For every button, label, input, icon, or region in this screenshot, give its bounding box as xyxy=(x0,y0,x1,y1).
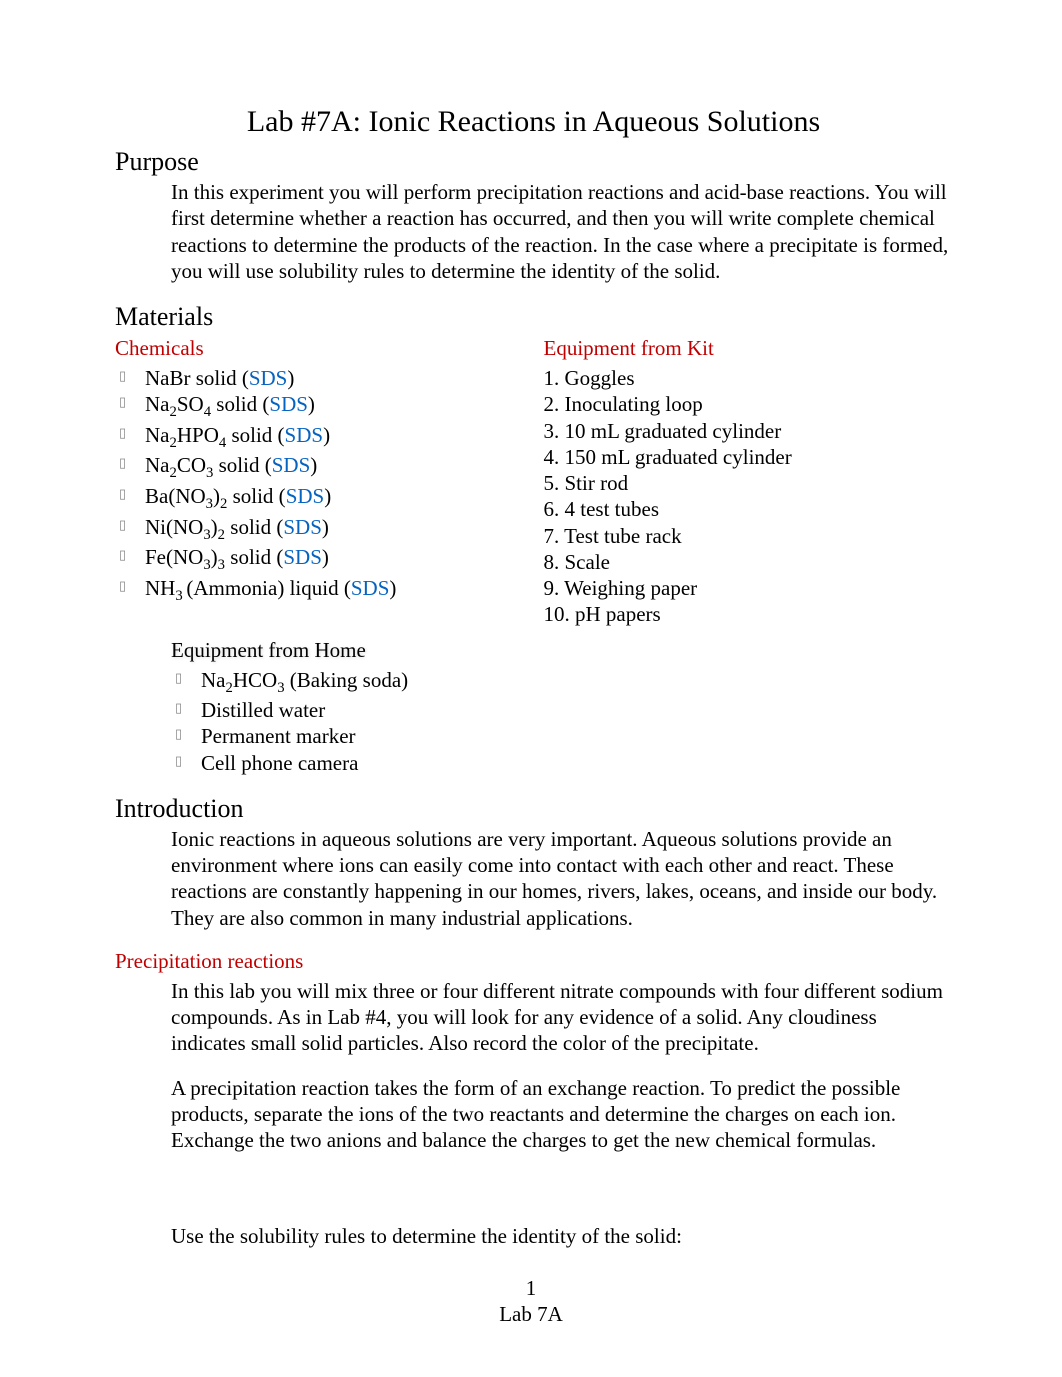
equipment-kit-item: 8. Scale xyxy=(544,549,953,575)
precipitation-heading: Precipitation reactions xyxy=(115,949,952,974)
equipment-home-item: ▯ Cell phone camera xyxy=(171,750,952,776)
materials-left-col: Chemicals ▯NaBr solid (SDS)▯Na2SO4 solid… xyxy=(115,334,524,628)
bullet-icon: ▯ xyxy=(119,486,126,502)
chemical-label: Fe(NO3)3 solid ( xyxy=(145,545,283,569)
document-page: Lab #7A: Ionic Reactions in Aqueous Solu… xyxy=(0,0,1062,1377)
close-paren: ) xyxy=(322,515,329,539)
chemical-label: Na2HPO4 solid ( xyxy=(145,423,285,447)
bullet-icon: ▯ xyxy=(175,670,182,686)
chemical-label: Ni(NO3)2 solid ( xyxy=(145,515,283,539)
bullet-icon: ▯ xyxy=(119,394,126,410)
chemical-item: ▯ Na2HPO4 solid (SDS) xyxy=(115,422,524,453)
bullet-icon: ▯ xyxy=(175,726,182,742)
chemical-label: NaBr solid ( xyxy=(145,366,249,390)
materials-columns: Chemicals ▯NaBr solid (SDS)▯Na2SO4 solid… xyxy=(115,334,952,628)
close-paren: ) xyxy=(324,484,331,508)
equipment-kit-item: 1. Goggles xyxy=(544,365,953,391)
page-number: 1 xyxy=(0,1275,1062,1301)
sds-link[interactable]: SDS xyxy=(286,484,325,508)
equipment-home-list: ▯ Na2HCO3 (Baking soda) ▯ Distilled water ▯ P… xyxy=(171,667,952,776)
sds-link[interactable]: SDS xyxy=(285,423,324,447)
chemical-label: Ba(NO3)2 solid ( xyxy=(145,484,286,508)
chemicals-list: ▯NaBr solid (SDS)▯Na2SO4 solid (SDS)▯Na2… xyxy=(115,365,524,605)
equipment-kit-item: 3. 10 mL graduated cylinder xyxy=(544,418,953,444)
sds-link[interactable]: SDS xyxy=(269,392,308,416)
chemical-item: ▯ Fe(NO3)3 solid (SDS) xyxy=(115,544,524,575)
purpose-heading: Purpose xyxy=(115,147,952,177)
equipment-kit-item: 2. Inoculating loop xyxy=(544,391,953,417)
equipment-kit-item: 5. Stir rod xyxy=(544,470,953,496)
equipment-kit-item: 7. Test tube rack xyxy=(544,523,953,549)
equipment-home-block: Equipment from Home ▯ Na2HCO3 (Baking sod… xyxy=(171,638,952,776)
equipment-home-item: ▯ Distilled water xyxy=(171,697,952,723)
equipment-home-label: Na2HCO3 (Baking soda) xyxy=(201,668,408,692)
equipment-home-label: Distilled water xyxy=(201,698,325,722)
close-paren: ) xyxy=(287,366,294,390)
sds-link[interactable]: SDS xyxy=(351,576,390,600)
page-footer: 1 Lab 7A xyxy=(0,1275,1062,1328)
introduction-heading: Introduction xyxy=(115,794,952,824)
equipment-home-item: ▯ Permanent marker xyxy=(171,723,952,749)
bullet-icon: ▯ xyxy=(175,753,182,769)
chemical-item: ▯ NH3 (Ammonia) liquid (SDS) xyxy=(115,575,524,606)
equipment-kit-item: 4. 150 mL graduated cylinder xyxy=(544,444,953,470)
precipitation-p1: In this lab you will mix three or four d… xyxy=(171,978,952,1057)
chemical-label: NH3 (Ammonia) liquid ( xyxy=(145,576,351,600)
chemical-label: Na2SO4 solid ( xyxy=(145,392,269,416)
chemicals-heading: Chemicals xyxy=(115,336,524,361)
chemical-item: ▯ Ni(NO3)2 solid (SDS) xyxy=(115,514,524,545)
materials-heading: Materials xyxy=(115,302,952,332)
introduction-text: Ionic reactions in aqueous solutions are… xyxy=(171,826,952,931)
equipment-kit-list: 1. Goggles2. Inoculating loop3. 10 mL gr… xyxy=(544,365,953,628)
lab-label: Lab 7A xyxy=(0,1301,1062,1327)
chemical-item: ▯ Ba(NO3)2 solid (SDS) xyxy=(115,483,524,514)
equipment-home-heading: Equipment from Home xyxy=(171,638,952,663)
close-paren: ) xyxy=(308,392,315,416)
equipment-kit-item: 6. 4 test tubes xyxy=(544,496,953,522)
chemical-item: ▯ Na2SO4 solid (SDS) xyxy=(115,391,524,422)
close-paren: ) xyxy=(322,545,329,569)
bullet-icon: ▯ xyxy=(119,425,126,441)
equipment-kit-item: 9. Weighing paper xyxy=(544,575,953,601)
precipitation-p2: A precipitation reaction takes the form … xyxy=(171,1075,952,1154)
equipment-home-label: Cell phone camera xyxy=(201,751,358,775)
equipment-home-label: Permanent marker xyxy=(201,724,356,748)
equipment-home-item: ▯ Na2HCO3 (Baking soda) xyxy=(171,667,952,698)
chemical-item: ▯ NaBr solid (SDS) xyxy=(115,365,524,391)
chemical-item: ▯ Na2CO3 solid (SDS) xyxy=(115,452,524,483)
bullet-icon: ▯ xyxy=(119,455,126,471)
purpose-text: In this experiment you will perform prec… xyxy=(171,179,952,284)
chemical-label: Na2CO3 solid ( xyxy=(145,453,272,477)
close-paren: ) xyxy=(310,453,317,477)
precipitation-p3: Use the solubility rules to determine th… xyxy=(171,1223,952,1249)
close-paren: ) xyxy=(389,576,396,600)
close-paren: ) xyxy=(323,423,330,447)
equipment-kit-heading: Equipment from Kit xyxy=(544,336,953,361)
sds-link[interactable]: SDS xyxy=(283,545,322,569)
bullet-icon: ▯ xyxy=(119,368,126,384)
bullet-icon: ▯ xyxy=(119,578,126,594)
equipment-kit-item: 10. pH papers xyxy=(544,601,953,627)
sds-link[interactable]: SDS xyxy=(283,515,322,539)
bullet-icon: ▯ xyxy=(119,517,126,533)
materials-right-col: Equipment from Kit 1. Goggles2. Inoculat… xyxy=(544,334,953,628)
bullet-icon: ▯ xyxy=(119,547,126,563)
sds-link[interactable]: SDS xyxy=(249,366,288,390)
page-title: Lab #7A: Ionic Reactions in Aqueous Solu… xyxy=(115,105,952,139)
bullet-icon: ▯ xyxy=(175,700,182,716)
sds-link[interactable]: SDS xyxy=(272,453,311,477)
